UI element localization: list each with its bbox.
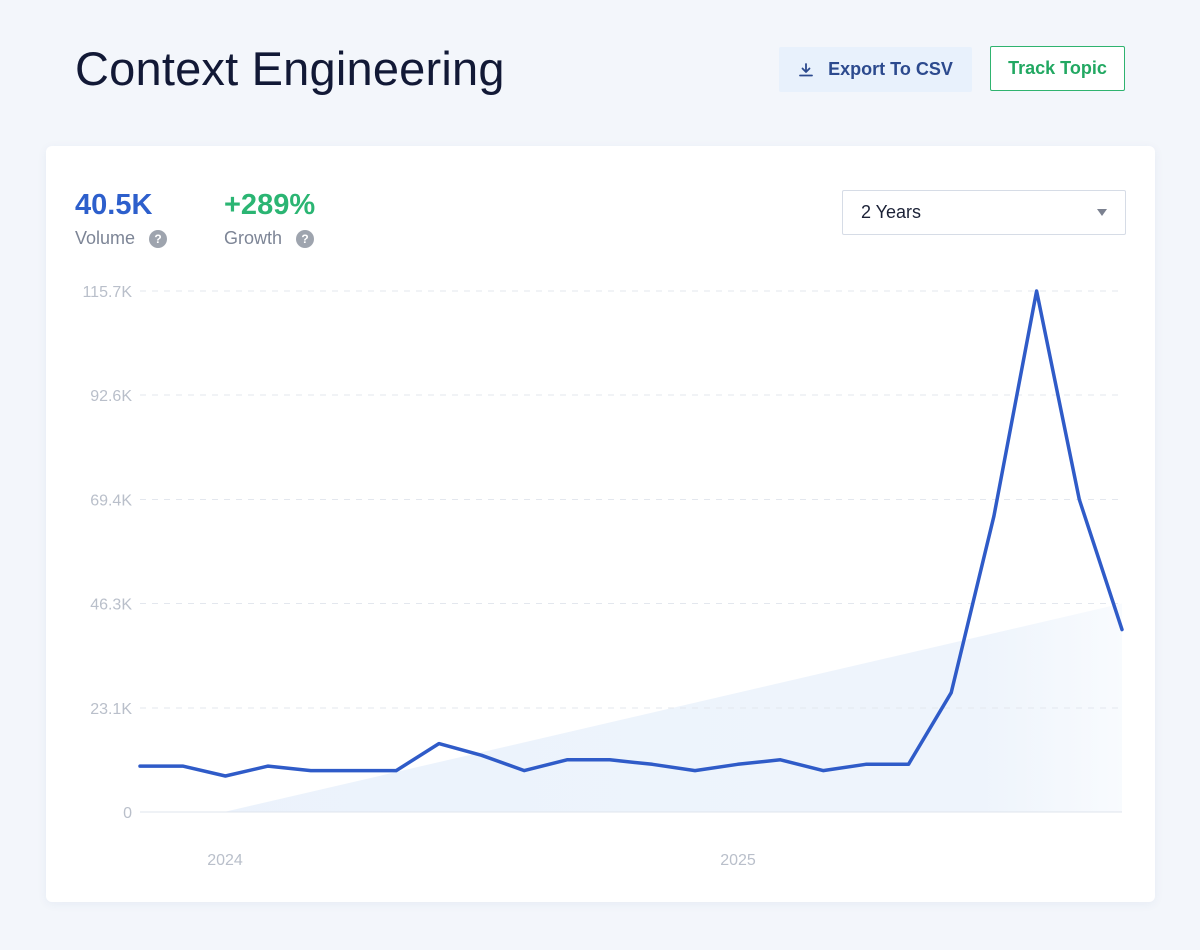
trend-card: 40.5K Volume ? +289% Growth ? 2 Years 0 2… — [46, 146, 1155, 902]
export-csv-button[interactable]: Export To CSV — [779, 47, 972, 92]
time-range-select[interactable]: 2 Years — [842, 190, 1126, 235]
volume-label: Volume — [75, 228, 136, 248]
question-mark-icon[interactable]: ? — [149, 229, 168, 248]
y-tick-label: 92.6K — [90, 388, 132, 405]
question-mark-icon[interactable]: ? — [296, 229, 315, 248]
y-tick-label: 69.4K — [90, 492, 132, 509]
y-tick-label: 23.1K — [90, 701, 132, 718]
growth-label: Growth — [224, 228, 283, 248]
volume-chart: 0 23.1K 46.3K 69.4K 92.6K 115.7K 2024 2025 — [82, 284, 1124, 869]
page-title: Context Engineering — [75, 42, 505, 95]
y-tick-label: 46.3K — [90, 597, 132, 614]
export-csv-label: Export To CSV — [828, 59, 953, 79]
chevron-down-icon — [1097, 209, 1107, 216]
time-range-value: 2 Years — [861, 202, 922, 222]
download-icon — [798, 62, 814, 78]
series-line — [138, 289, 1124, 778]
x-tick-label: 2025 — [720, 852, 756, 869]
volume-value: 40.5K — [75, 189, 153, 221]
x-tick-label: 2024 — [207, 852, 243, 869]
track-topic-button[interactable]: Track Topic — [990, 46, 1125, 91]
y-tick-label: 115.7K — [82, 284, 132, 301]
y-tick-label: 0 — [123, 805, 132, 822]
growth-value: +289% — [224, 189, 316, 221]
volume-metric: 40.5K Volume ? — [75, 186, 168, 249]
growth-metric: +289% Growth ? — [224, 186, 315, 249]
